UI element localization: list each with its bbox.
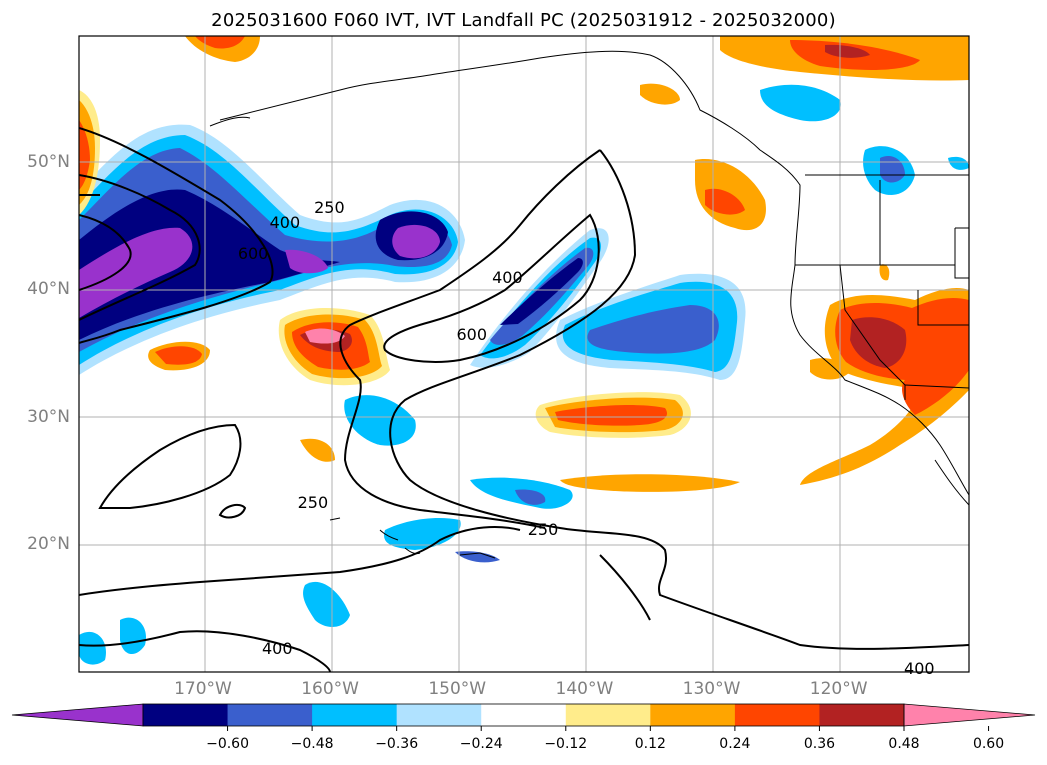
longitude-label: 160°W	[301, 679, 359, 699]
contour-value-label: 400	[269, 212, 301, 232]
contour-value-label: 400	[904, 659, 935, 679]
colorbar-tick-label: −0.60	[206, 736, 249, 752]
colorbar-bin	[650, 704, 736, 726]
longitude-label: 150°W	[428, 679, 487, 699]
latitude-label: 40°N	[27, 279, 70, 300]
colorbar-bin	[227, 704, 313, 726]
longitude-label: 170°W	[174, 679, 232, 699]
contour-value-label: 250	[297, 492, 329, 512]
colorbar-extend-low	[11, 703, 144, 727]
colorbar-tick-label: 0.24	[719, 736, 751, 752]
contour-value-label: 400	[261, 639, 293, 659]
latitude-label: 30°N	[27, 406, 70, 427]
contour-value-label: 600	[237, 243, 269, 263]
colorbar-bin	[396, 704, 482, 726]
colorbar-bin	[565, 704, 651, 726]
colorbar-border	[142, 703, 905, 727]
colorbar-bin	[734, 704, 820, 726]
contour-value-label: 250	[314, 197, 345, 217]
colorbar-tick-label: 0.36	[803, 736, 836, 752]
colorbar-tick-label: −0.24	[459, 736, 503, 752]
longitude-label: 120°W	[809, 679, 868, 699]
colorbar-bin	[312, 704, 398, 726]
colorbar-tick-label: −0.36	[375, 736, 419, 752]
latitude-label: 20°N	[27, 533, 70, 554]
colorbar-tick-label: −0.12	[544, 736, 588, 752]
colorbar-tick-label: 0.12	[634, 736, 666, 752]
longitude-label: 140°W	[555, 679, 614, 699]
graticule	[79, 36, 969, 672]
colorbar-bin	[819, 704, 905, 726]
colorbar-extend-high	[903, 703, 1036, 727]
map-title: 2025031600 F060 IVT, IVT Landfall PC (20…	[211, 10, 836, 31]
pc-shading	[79, 36, 969, 665]
coastlines	[209, 50, 969, 559]
map-frame	[78, 35, 970, 673]
longitude-label: 130°W	[682, 679, 741, 699]
contour-value-label: 250	[527, 519, 559, 539]
colorbar-bin	[481, 704, 567, 726]
contour-value-label: 600	[456, 324, 488, 344]
colorbar	[11, 703, 1036, 731]
colorbar-bin	[143, 704, 229, 726]
colorbar-tick-label: 0.48	[888, 736, 920, 752]
colorbar-tick-label: −0.48	[290, 736, 334, 752]
ivt-contours	[79, 127, 969, 672]
latitude-label: 50°N	[27, 152, 70, 173]
contour-value-label: 400	[492, 267, 523, 287]
colorbar-tick-label: 0.60	[972, 736, 1005, 752]
